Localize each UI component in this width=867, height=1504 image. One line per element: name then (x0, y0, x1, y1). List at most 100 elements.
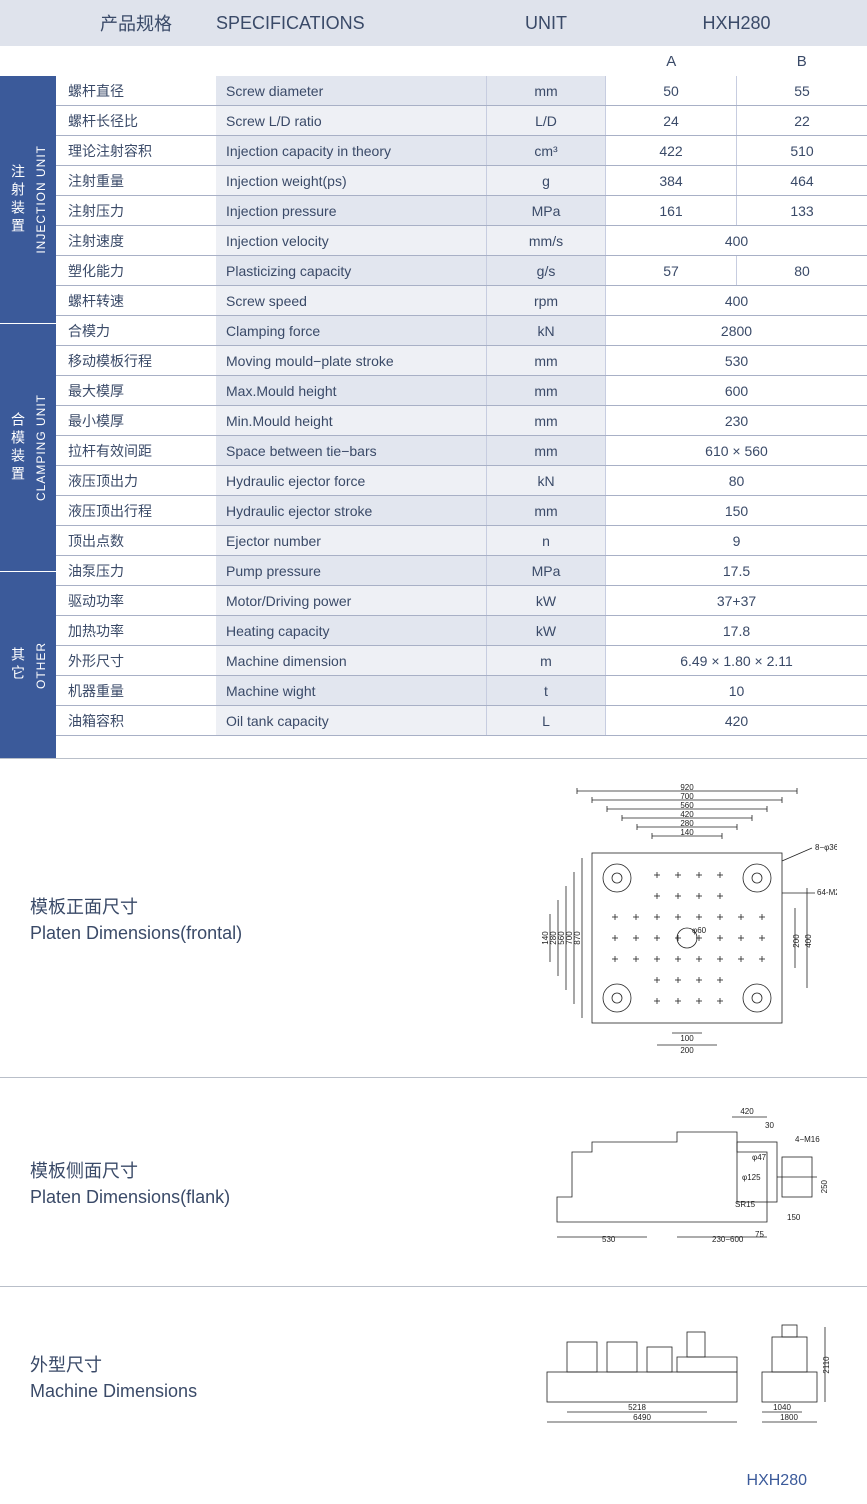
spec-unit: rpm (486, 286, 606, 315)
spec-en: Plasticizing capacity (216, 256, 486, 285)
svg-text:75: 75 (755, 1230, 764, 1239)
spec-unit: MPa (486, 196, 606, 225)
spec-value: 400 (606, 226, 867, 255)
spec-unit: kW (486, 616, 606, 645)
table-row: 最小模厚Min.Mould heightmm230 (56, 406, 867, 436)
spec-cn: 机器重量 (56, 676, 216, 705)
spec-value: 37+37 (606, 586, 867, 615)
spec-unit: mm (486, 406, 606, 435)
spec-value-b: 510 (736, 136, 867, 165)
spec-cn: 螺杆直径 (56, 76, 216, 105)
svg-text:230−600: 230−600 (712, 1235, 744, 1244)
diagram-label-cn: 模板侧面尺寸 (30, 1157, 390, 1183)
svg-text:6490: 6490 (633, 1413, 651, 1422)
spec-cn: 加热功率 (56, 616, 216, 645)
spec-value: 6.49 × 1.80 × 2.11 (606, 646, 867, 675)
svg-text:φ125: φ125 (742, 1173, 761, 1182)
section-side-cn: 其它 (8, 647, 28, 683)
svg-text:280: 280 (680, 819, 694, 828)
spec-value: 600 (606, 376, 867, 405)
table-row: 注射重量Injection weight(ps)g384464 (56, 166, 867, 196)
diagram-label-cn: 模板正面尺寸 (30, 893, 390, 919)
spec-unit: mm (486, 496, 606, 525)
footer-model: HXH280 (0, 1466, 867, 1504)
spec-cn: 顶出点数 (56, 526, 216, 555)
table-row: 塑化能力Plasticizing capacityg/s5780 (56, 256, 867, 286)
spec-unit: n (486, 526, 606, 555)
spec-en: Clamping force (216, 316, 486, 345)
spec-unit: mm (486, 76, 606, 105)
svg-text:8−φ36: 8−φ36 (815, 843, 837, 852)
section-side-0: 注射装置INJECTION UNIT (0, 76, 56, 324)
diagram-label-en: Machine Dimensions (30, 1381, 390, 1402)
section-side-1: 合模装置 CLAMPING UNIT (0, 324, 56, 572)
spec-value: 17.5 (606, 556, 867, 585)
svg-text:5218: 5218 (628, 1403, 646, 1412)
spec-cn: 注射压力 (56, 196, 216, 225)
table-row: 移动模板行程Moving mould−plate strokemm530 (56, 346, 867, 376)
spec-value-b: 22 (736, 106, 867, 135)
col-b-label: B (737, 53, 867, 70)
svg-text:1040: 1040 (773, 1403, 791, 1412)
table-row: 螺杆长径比Screw L/D ratioL/D2422 (56, 106, 867, 136)
spec-value: 10 (606, 676, 867, 705)
spec-value-a: 24 (606, 106, 736, 135)
table-row: 液压顶出力Hydraulic ejector forcekN80 (56, 466, 867, 496)
table-row: 注射压力Injection pressureMPa161133 (56, 196, 867, 226)
section-side-en: CLAMPING UNIT (34, 394, 48, 501)
svg-text:920: 920 (680, 783, 694, 792)
spec-value-b: 55 (736, 76, 867, 105)
spec-table: 注射装置INJECTION UNIT 合模装置 CLAMPING UNIT 其它OTH… (0, 76, 867, 758)
col-a-label: A (606, 53, 737, 70)
spec-unit: kN (486, 316, 606, 345)
spec-cn: 注射重量 (56, 166, 216, 195)
svg-text:1800: 1800 (780, 1413, 798, 1422)
table-row: 理论注射容积Injection capacity in theorycm³422… (56, 136, 867, 166)
spec-cn: 液压顶出力 (56, 466, 216, 495)
table-row: 驱动功率Motor/Driving powerkW37+37 (56, 586, 867, 616)
spec-en: Min.Mould height (216, 406, 486, 435)
section-side-cn: 合模装置 (8, 412, 28, 484)
table-row: 顶出点数Ejector numbern9 (56, 526, 867, 556)
spec-value: 9 (606, 526, 867, 555)
table-row: 机器重量Machine wightt10 (56, 676, 867, 706)
spec-unit: mm (486, 376, 606, 405)
table-row: 油泵压力Pump pressureMPa17.5 (56, 556, 867, 586)
diagram-section-frontal: 模板正面尺寸 Platen Dimensions(frontal) 920700… (0, 758, 867, 1077)
diagram-label-en: Platen Dimensions(flank) (30, 1187, 390, 1208)
diagram-label-cn: 外型尺寸 (30, 1351, 390, 1377)
spec-cn: 螺杆长径比 (56, 106, 216, 135)
spec-value: 400 (606, 286, 867, 315)
spec-en: Injection capacity in theory (216, 136, 486, 165)
subheader: A B (0, 46, 867, 76)
spec-cn: 驱动功率 (56, 586, 216, 615)
spec-en: Screw L/D ratio (216, 106, 486, 135)
svg-text:140: 140 (680, 828, 694, 837)
spec-unit: L (486, 706, 606, 735)
svg-text:64-M20: 64-M20 (817, 888, 837, 897)
header-cn: 产品规格 (56, 10, 216, 36)
spec-value: 150 (606, 496, 867, 525)
spec-cn: 移动模板行程 (56, 346, 216, 375)
spec-cn: 塑化能力 (56, 256, 216, 285)
svg-text:420: 420 (680, 810, 694, 819)
spec-en: Machine wight (216, 676, 486, 705)
spec-value: 80 (606, 466, 867, 495)
spec-en: Pump pressure (216, 556, 486, 585)
svg-text:560: 560 (680, 801, 694, 810)
header-model: HXH280 (606, 13, 867, 34)
svg-text:420: 420 (740, 1107, 754, 1116)
spec-en: Heating capacity (216, 616, 486, 645)
spec-cn: 最小模厚 (56, 406, 216, 435)
table-row: 加热功率Heating capacitykW17.8 (56, 616, 867, 646)
table-row: 注射速度Injection velocitymm/s400 (56, 226, 867, 256)
spec-en: Injection velocity (216, 226, 486, 255)
spec-cn: 油泵压力 (56, 556, 216, 585)
spec-unit: mm (486, 436, 606, 465)
section-side-2: 其它OTHER (0, 572, 56, 758)
spec-value: 530 (606, 346, 867, 375)
spec-header: 产品规格 SPECIFICATIONS UNIT HXH280 (0, 0, 867, 46)
spec-unit: MPa (486, 556, 606, 585)
spec-cn: 最大模厚 (56, 376, 216, 405)
table-row: 液压顶出行程Hydraulic ejector strokemm150 (56, 496, 867, 526)
